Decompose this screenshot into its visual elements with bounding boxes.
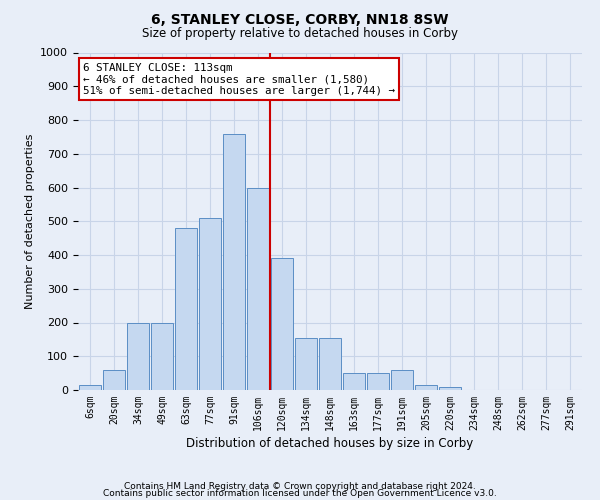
Bar — [343, 373, 365, 390]
Bar — [127, 322, 149, 390]
Y-axis label: Number of detached properties: Number of detached properties — [25, 134, 35, 309]
Text: Size of property relative to detached houses in Corby: Size of property relative to detached ho… — [142, 28, 458, 40]
Bar — [247, 188, 269, 390]
Bar — [439, 386, 461, 390]
Bar — [79, 385, 101, 390]
Text: 6, STANLEY CLOSE, CORBY, NN18 8SW: 6, STANLEY CLOSE, CORBY, NN18 8SW — [151, 12, 449, 26]
Bar — [367, 373, 389, 390]
Text: Contains HM Land Registry data © Crown copyright and database right 2024.: Contains HM Land Registry data © Crown c… — [124, 482, 476, 491]
Bar — [319, 338, 341, 390]
Bar — [391, 370, 413, 390]
Bar — [103, 370, 125, 390]
Bar — [271, 258, 293, 390]
Bar — [415, 385, 437, 390]
Bar — [151, 322, 173, 390]
Text: Contains public sector information licensed under the Open Government Licence v3: Contains public sector information licen… — [103, 490, 497, 498]
Bar — [199, 218, 221, 390]
Bar — [175, 228, 197, 390]
Text: 6 STANLEY CLOSE: 113sqm
← 46% of detached houses are smaller (1,580)
51% of semi: 6 STANLEY CLOSE: 113sqm ← 46% of detache… — [83, 62, 395, 96]
X-axis label: Distribution of detached houses by size in Corby: Distribution of detached houses by size … — [187, 437, 473, 450]
Bar — [223, 134, 245, 390]
Bar — [295, 338, 317, 390]
